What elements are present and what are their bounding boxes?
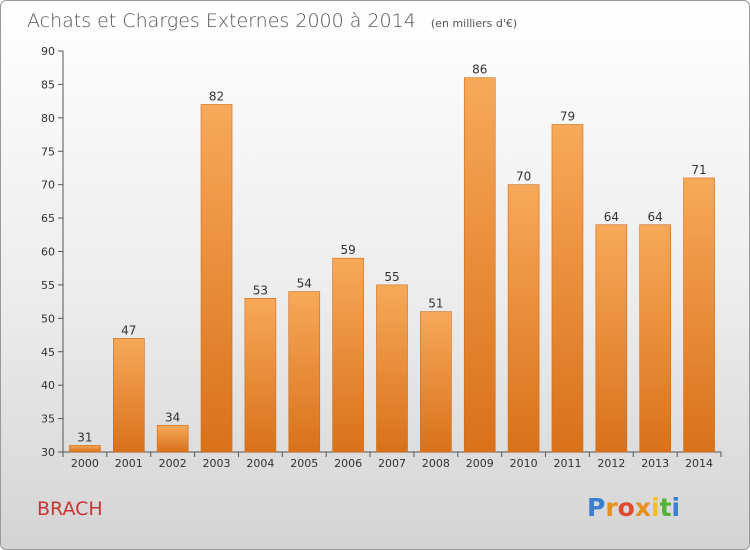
data-label: 86 — [472, 63, 487, 77]
y-tick-label: 50 — [41, 312, 55, 325]
data-label: 71 — [691, 163, 706, 177]
y-tick-label: 35 — [41, 413, 55, 426]
x-tick-label: 2002 — [159, 457, 187, 470]
logo-letter: i — [651, 493, 660, 522]
x-tick-label: 2007 — [378, 457, 406, 470]
data-label: 55 — [384, 270, 399, 284]
x-tick-label: 2000 — [71, 457, 99, 470]
y-tick-label: 85 — [41, 78, 55, 91]
data-label: 34 — [165, 410, 180, 424]
y-tick-label: 60 — [41, 246, 55, 259]
data-label: 64 — [604, 210, 619, 224]
x-tick-label: 2003 — [203, 457, 231, 470]
y-tick-label: 80 — [41, 112, 55, 125]
y-axis: 30 35 40 45 50 55 60 65 70 75 80 85 90 — [41, 45, 64, 459]
x-tick-label: 2004 — [246, 457, 274, 470]
bar — [156, 424, 189, 453]
data-label: 51 — [428, 297, 443, 311]
y-tick-label: 90 — [41, 45, 55, 58]
x-tick-label: 2009 — [466, 457, 494, 470]
logo-letter: x — [635, 493, 651, 522]
data-label: 82 — [209, 89, 224, 103]
x-tick-label: 2010 — [510, 457, 538, 470]
commune-name: BRACH — [37, 498, 103, 520]
data-labels: 31 47 34 82 53 54 59 55 51 86 70 79 64 64 71 — [77, 63, 706, 445]
bars — [69, 77, 715, 453]
x-tick-label: 2008 — [422, 457, 450, 470]
logo-letter: o — [618, 493, 635, 522]
bar — [200, 104, 233, 453]
x-tick-label: 2006 — [334, 457, 362, 470]
y-tick-label: 55 — [41, 279, 55, 292]
logo-letter: r — [605, 493, 618, 522]
bar — [507, 184, 540, 453]
bar — [244, 297, 277, 453]
bar — [595, 224, 628, 453]
x-tick-label: 2011 — [553, 457, 581, 470]
data-label: 31 — [77, 430, 92, 444]
y-tick-label: 75 — [41, 145, 55, 158]
bar — [332, 257, 364, 453]
bar — [463, 77, 496, 453]
chart-title: Achats et Charges Externes 2000 à 2014 (… — [27, 10, 517, 32]
x-tick-label: 2001 — [115, 457, 143, 470]
x-tick-label: 2012 — [597, 457, 625, 470]
logo-letter: P — [587, 493, 605, 522]
chart-title-main: Achats et Charges Externes 2000 à 2014 — [27, 10, 416, 32]
bar — [420, 311, 452, 453]
y-tick-label: 40 — [41, 379, 55, 392]
x-tick-label: 2014 — [685, 457, 713, 470]
y-tick-label: 45 — [41, 346, 55, 359]
bar — [113, 338, 145, 453]
data-label: 54 — [297, 277, 312, 291]
bar — [639, 224, 672, 453]
x-tick-label: 2005 — [290, 457, 318, 470]
data-label: 59 — [340, 243, 355, 257]
bar — [376, 284, 408, 453]
y-tick-label: 30 — [41, 446, 55, 459]
y-tick-label: 70 — [41, 179, 55, 192]
y-tick-label: 65 — [41, 212, 55, 225]
logo-letter: t — [660, 493, 672, 522]
bar — [69, 445, 101, 453]
bar — [288, 291, 321, 453]
data-label: 64 — [648, 210, 663, 224]
data-label: 47 — [121, 323, 136, 337]
x-axis: 2000 2001 2002 2003 2004 2005 2006 2007 2008 2009… — [62, 451, 722, 470]
bar — [683, 177, 715, 453]
proxiti-logo: Proxiti — [587, 493, 680, 522]
data-label: 79 — [560, 110, 575, 124]
logo-letter: i — [672, 493, 681, 522]
x-tick-label: 2013 — [641, 457, 669, 470]
data-label: 70 — [516, 170, 531, 184]
data-label: 53 — [253, 283, 268, 297]
bar — [551, 124, 584, 453]
chart-title-unit: (en milliers d'€) — [431, 17, 517, 30]
